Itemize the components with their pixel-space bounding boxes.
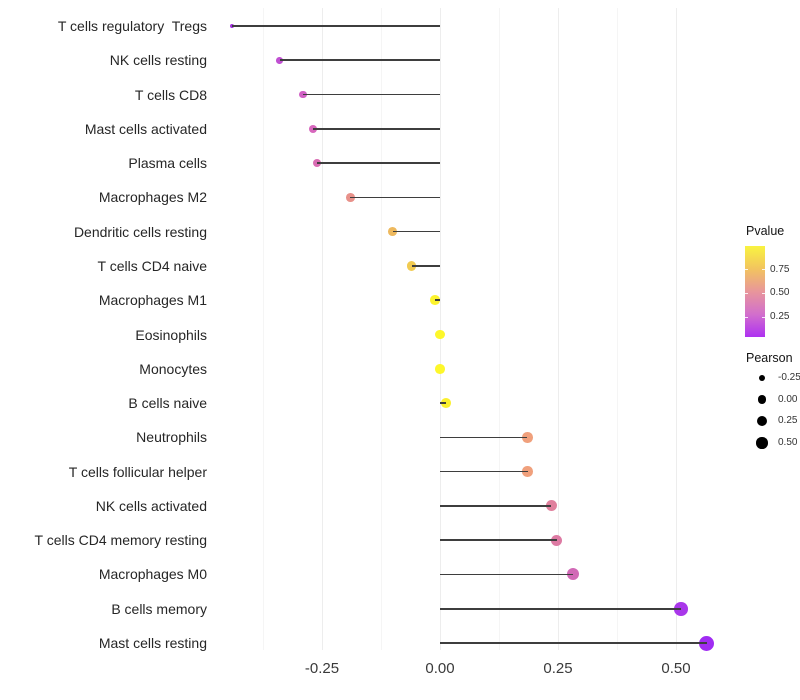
- category-label: Mast cells resting: [98, 635, 207, 652]
- lollipop-stem: [440, 539, 557, 541]
- lollipop-stem: [317, 162, 440, 164]
- lollipop-stem: [435, 299, 440, 302]
- category-label: T cells regulatory Tregs: [57, 18, 207, 34]
- category-label: T cells CD8: [134, 86, 207, 103]
- category-label: Mast cells activated: [84, 120, 207, 137]
- size-legend-title: Pearson: [746, 351, 793, 365]
- lollipop-dot: [522, 466, 534, 477]
- x-tick-label: 0.00: [425, 660, 455, 677]
- lollipop-dot: [435, 364, 445, 374]
- major-gridline: [439, 8, 441, 650]
- colorbar-tick-mark: [745, 316, 748, 318]
- category-label: Monocytes: [139, 360, 207, 377]
- lollipop-stem: [350, 196, 440, 199]
- size-legend-dot: [758, 374, 766, 382]
- minor-gridline: [380, 8, 382, 650]
- colorbar-tick-mark: [762, 269, 765, 271]
- lollipop-stem: [232, 25, 440, 27]
- size-legend-dot: [757, 395, 767, 404]
- x-tick-label: -0.25: [304, 660, 340, 677]
- size-legend-label: 0.25: [778, 415, 798, 427]
- lollipop-stem: [440, 470, 528, 473]
- colorbar-tick-label: 0.25: [770, 311, 790, 323]
- lollipop-stem: [312, 128, 440, 130]
- category-label: T cells follicular helper: [68, 463, 207, 480]
- lollipop-stem: [440, 607, 682, 610]
- lollipop-stem: [440, 505, 552, 507]
- size-legend-label: 0.00: [778, 393, 798, 405]
- x-tick-label: 0.25: [543, 660, 573, 677]
- major-gridline: [321, 8, 323, 650]
- category-label: Dendritic cells resting: [73, 223, 207, 240]
- category-label: NK cells activated: [95, 497, 207, 514]
- category-label: NK cells resting: [109, 52, 207, 69]
- category-label: Neutrophils: [136, 429, 207, 446]
- x-tick-label: 0.50: [661, 660, 691, 677]
- category-label: Macrophages M1: [98, 292, 207, 309]
- pvalue-colorbar: [745, 246, 765, 337]
- colorbar-tick-mark: [745, 292, 748, 294]
- size-legend-label: 0.50: [778, 437, 798, 449]
- major-gridline: [675, 8, 677, 650]
- lollipop-dot: [435, 329, 445, 340]
- lollipop-stem: [440, 436, 528, 439]
- lollipop-dot: [545, 500, 557, 512]
- lollipop-dot: [388, 227, 398, 237]
- lollipop-dot: [566, 568, 579, 581]
- category-label: Plasma cells: [128, 155, 207, 172]
- lollipop-dot: [674, 601, 688, 616]
- colorbar-tick-label: 0.75: [770, 263, 790, 275]
- lollipop-stem: [303, 93, 440, 96]
- category-label: Eosinophils: [135, 326, 207, 343]
- lollipop-stem: [411, 265, 440, 267]
- minor-gridline: [262, 8, 264, 650]
- colorbar-tick-label: 0.50: [770, 287, 790, 299]
- size-legend-dot: [757, 416, 767, 427]
- category-label: T cells CD4 memory resting: [34, 532, 207, 549]
- size-legend-label: -0.25: [778, 372, 800, 383]
- lollipop-dot: [699, 635, 715, 651]
- category-label: Macrophages M0: [98, 566, 207, 583]
- colorbar-tick-mark: [762, 292, 765, 294]
- minor-gridline: [616, 8, 618, 650]
- color-legend-title: Pvalue: [746, 224, 785, 238]
- major-gridline: [557, 8, 559, 650]
- minor-gridline: [498, 8, 500, 650]
- colorbar-tick-mark: [745, 269, 748, 271]
- category-label: T cells CD4 naive: [97, 257, 207, 274]
- category-label: Macrophages M2: [98, 189, 207, 206]
- colorbar-tick-mark: [762, 316, 765, 318]
- lollipop-stem: [440, 642, 707, 644]
- lollipop-stem: [392, 230, 440, 233]
- size-legend-dot: [756, 437, 768, 449]
- category-label: B cells memory: [111, 600, 207, 617]
- category-label: B cells naive: [128, 395, 207, 412]
- lollipop-stem: [279, 59, 440, 62]
- lollipop-stem: [440, 402, 446, 404]
- lollipop-stem: [440, 573, 573, 576]
